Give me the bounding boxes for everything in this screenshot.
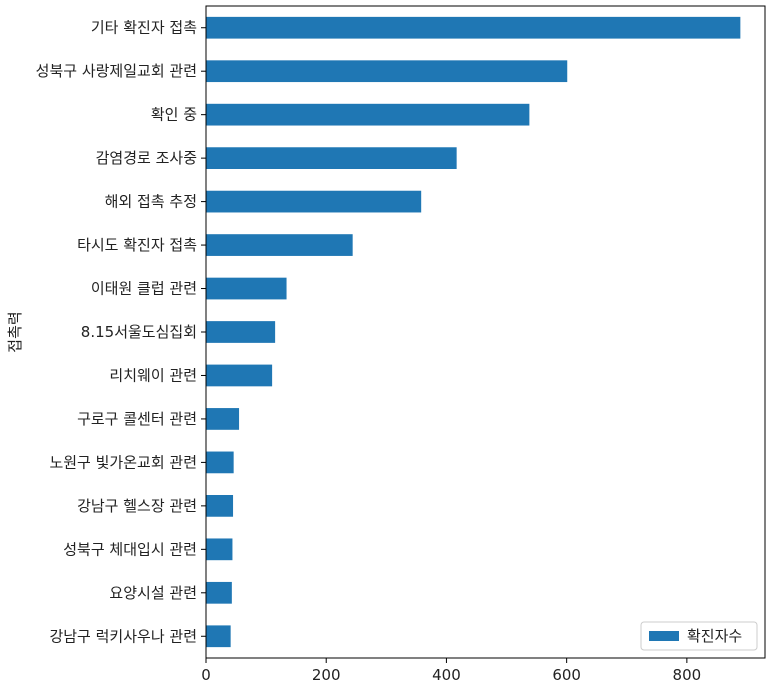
y-tick-label: 요양시설 관련 bbox=[109, 584, 197, 602]
bar-7 bbox=[206, 277, 287, 300]
bar-12 bbox=[206, 495, 234, 517]
y-tick-label: 해외 접촉 추정 bbox=[105, 193, 197, 211]
x-tick-label: 0 bbox=[201, 666, 211, 684]
y-tick-label: 강남구 헬스장 관련 bbox=[77, 497, 197, 515]
bar-3 bbox=[206, 103, 530, 126]
x-tick-label: 200 bbox=[312, 666, 341, 684]
y-tick-label: 리치웨이 관련 bbox=[109, 366, 197, 384]
legend: 확진자수 bbox=[640, 621, 758, 651]
bar-4 bbox=[206, 147, 457, 169]
bars-group bbox=[206, 16, 741, 648]
legend-label: 확진자수 bbox=[687, 627, 742, 645]
y-tick-label: 8.15서울도심집회 bbox=[81, 323, 197, 341]
legend-swatch bbox=[649, 631, 679, 641]
legend-box bbox=[640, 621, 758, 651]
bar-9 bbox=[206, 364, 273, 387]
y-tick-label: 노원구 빛가온교회 관련 bbox=[49, 453, 197, 471]
bar-15 bbox=[206, 625, 231, 648]
x-tick-label: 800 bbox=[673, 666, 702, 684]
y-tick-label: 강남구 럭키사우나 관련 bbox=[49, 627, 197, 645]
bar-14 bbox=[206, 581, 232, 604]
y-tick-label: 이태원 클럽 관련 bbox=[91, 280, 197, 298]
y-tick-label: 감염경로 조사중 bbox=[96, 149, 197, 167]
bar-11 bbox=[206, 451, 234, 474]
bar-1 bbox=[206, 16, 741, 39]
x-axis-ticks: 0 200 400 600 800 bbox=[201, 658, 701, 684]
y-tick-label: 타시도 확진자 접촉 bbox=[77, 236, 197, 254]
x-tick-label: 600 bbox=[552, 666, 581, 684]
bar-10 bbox=[206, 408, 240, 430]
plot-frame bbox=[205, 5, 766, 659]
bar-5 bbox=[206, 190, 422, 213]
bar-6 bbox=[206, 234, 353, 256]
y-tick-label: 확인 중 bbox=[151, 106, 197, 124]
y-tick-label: 기타 확진자 접촉 bbox=[91, 19, 197, 37]
bar-13 bbox=[206, 538, 233, 561]
x-tick-label: 400 bbox=[432, 666, 461, 684]
bar-2 bbox=[206, 60, 568, 83]
bar-8 bbox=[206, 321, 276, 343]
y-tick-label: 성북구 체대입시 관련 bbox=[63, 540, 197, 558]
y-tick-label: 성북구 사랑제일교회 관련 bbox=[36, 62, 197, 80]
y-axis-label: 접촉력 bbox=[6, 311, 24, 352]
y-tick-label: 구로구 콜센터 관련 bbox=[77, 410, 197, 428]
